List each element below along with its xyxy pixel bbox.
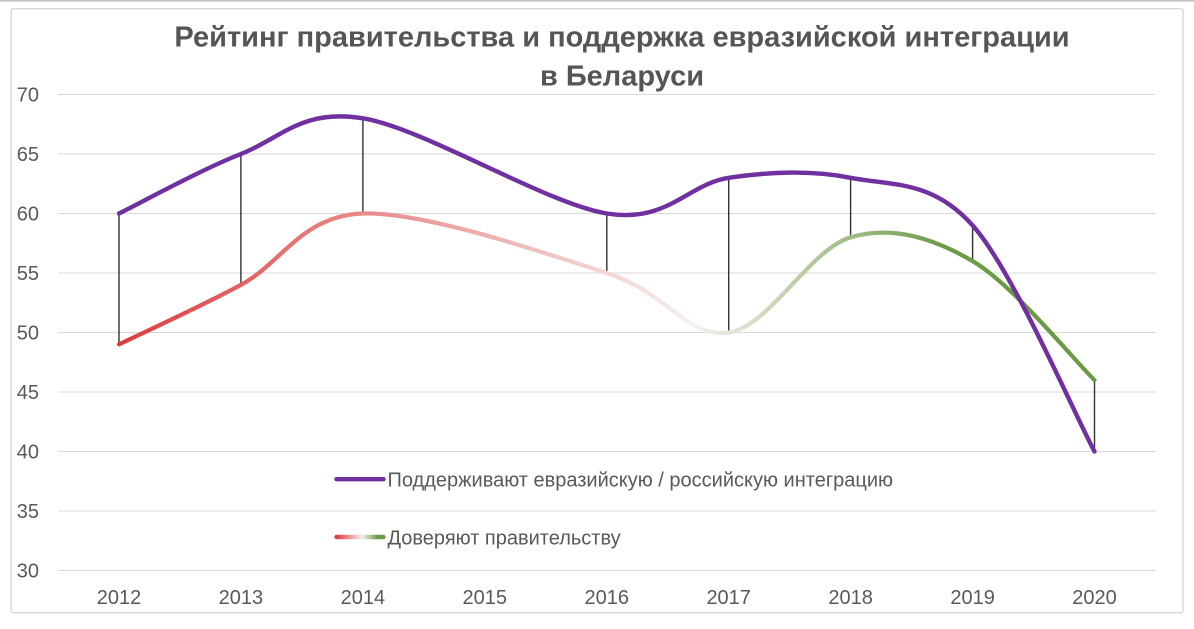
- svg-text:2012: 2012: [97, 587, 142, 609]
- svg-text:Доверяют правительству: Доверяют правительству: [388, 528, 621, 550]
- svg-text:Поддерживают евразийскую / рос: Поддерживают евразийскую / российскую ин…: [388, 470, 894, 492]
- svg-text:в Беларуси: в Беларуси: [540, 61, 704, 93]
- svg-text:2017: 2017: [706, 587, 751, 609]
- svg-text:2019: 2019: [950, 587, 995, 609]
- svg-text:50: 50: [17, 323, 39, 345]
- svg-text:55: 55: [17, 263, 39, 285]
- svg-text:40: 40: [17, 442, 39, 464]
- svg-text:2016: 2016: [585, 587, 630, 609]
- svg-text:2013: 2013: [219, 587, 264, 609]
- svg-text:30: 30: [17, 561, 39, 583]
- svg-text:60: 60: [17, 204, 39, 226]
- svg-text:65: 65: [17, 144, 39, 166]
- svg-text:70: 70: [17, 85, 39, 107]
- svg-text:2014: 2014: [341, 587, 386, 609]
- svg-text:35: 35: [17, 501, 39, 523]
- svg-text:2015: 2015: [463, 587, 508, 609]
- svg-text:2018: 2018: [828, 587, 873, 609]
- svg-text:2020: 2020: [1072, 587, 1117, 609]
- svg-text:45: 45: [17, 382, 39, 404]
- svg-text:Рейтинг правительства и поддер: Рейтинг правительства и поддержка еврази…: [174, 22, 1069, 54]
